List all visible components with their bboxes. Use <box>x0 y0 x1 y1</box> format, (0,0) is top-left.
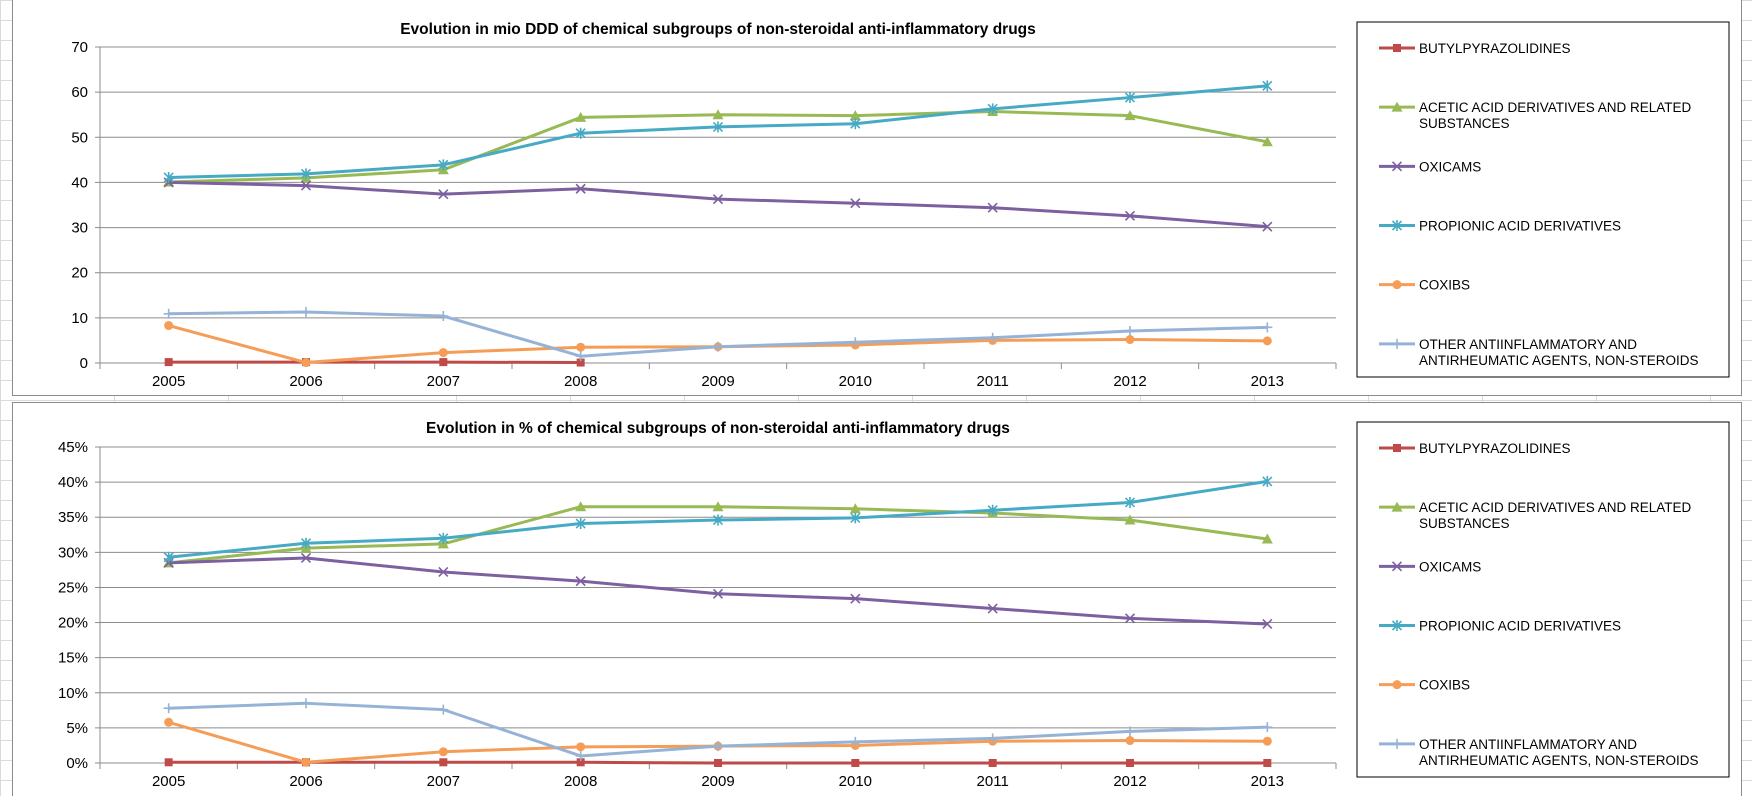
chart-title: Evolution in mio DDD of chemical subgrou… <box>400 21 1036 38</box>
legend-label: OXICAMS <box>1419 159 1481 174</box>
y-tick-label: 30 <box>71 220 88 237</box>
data-point <box>1125 326 1135 336</box>
data-point <box>164 718 173 727</box>
data-point <box>576 742 585 751</box>
legend-label: COXIBS <box>1419 278 1470 293</box>
data-point <box>1262 722 1272 732</box>
series-acetic-acid-derivatives-and-related-substances <box>163 106 1273 186</box>
legend-key-marker <box>1393 44 1401 52</box>
y-tick-label: 30% <box>58 544 88 561</box>
y-tick-label: 5% <box>66 720 88 737</box>
x-tick-label: 2006 <box>289 773 322 790</box>
y-tick-label: 50 <box>71 129 88 146</box>
series-oxicams <box>164 178 1272 231</box>
y-tick-label: 60 <box>71 84 88 101</box>
series-line <box>169 558 1268 624</box>
y-tick-label: 35% <box>58 509 88 526</box>
x-tick-label: 2008 <box>564 373 597 390</box>
x-tick-label: 2009 <box>701 773 734 790</box>
legend-key-marker <box>1393 680 1402 689</box>
data-point <box>439 747 448 756</box>
y-tick-label: 40 <box>71 174 88 191</box>
data-point <box>438 311 448 321</box>
data-point <box>1262 322 1272 332</box>
data-point <box>989 759 997 767</box>
data-point <box>164 309 174 319</box>
x-tick-label: 2010 <box>839 373 872 390</box>
data-point <box>438 705 448 715</box>
data-point <box>302 758 311 767</box>
legend-box <box>1357 422 1729 777</box>
data-point <box>576 343 585 352</box>
chart-title: Evolution in % of chemical subgroups of … <box>426 420 1010 437</box>
y-tick-label: 20% <box>58 615 88 632</box>
y-tick-label: 10% <box>58 685 88 702</box>
data-point <box>1126 759 1134 767</box>
series-other-antiinflammatory-and-antirheumatic-agents-non-steroids <box>164 698 1273 761</box>
legend-label: PROPIONIC ACID DERIVATIVES <box>1419 619 1621 634</box>
x-tick-label: 2007 <box>427 373 460 390</box>
series-acetic-acid-derivatives-and-related-substances <box>163 501 1273 567</box>
data-point <box>1263 759 1271 767</box>
series-propionic-acid-derivatives <box>164 80 1272 183</box>
data-point <box>302 358 311 367</box>
data-point <box>1126 335 1135 344</box>
data-point <box>713 741 723 751</box>
x-tick-label: 2005 <box>152 773 185 790</box>
chart-percent: Evolution in % of chemical subgroups of … <box>13 403 1743 797</box>
legend-label: PROPIONIC ACID DERIVATIVES <box>1419 219 1621 234</box>
legend-label: OXICAMS <box>1419 559 1481 574</box>
legend-key-marker <box>1393 280 1402 289</box>
y-tick-label: 0% <box>66 755 88 772</box>
x-tick-label: 2009 <box>701 373 734 390</box>
data-point <box>439 758 447 766</box>
data-point <box>165 358 173 366</box>
y-tick-label: 25% <box>58 579 88 596</box>
y-tick-label: 45% <box>58 439 88 456</box>
legend-key-marker <box>1393 444 1401 452</box>
legend-label: BUTYLPYRAZOLIDINES <box>1419 41 1571 56</box>
y-tick-label: 20 <box>71 265 88 282</box>
y-tick-label: 15% <box>58 650 88 667</box>
series-oxicams <box>164 553 1272 628</box>
x-tick-label: 2005 <box>152 373 185 390</box>
chart-panel-percent[interactable]: Evolution in % of chemical subgroups of … <box>12 402 1742 796</box>
data-point <box>1126 736 1135 745</box>
data-point <box>714 759 722 767</box>
y-tick-label: 0 <box>80 355 88 372</box>
series-other-antiinflammatory-and-antirheumatic-agents-non-steroids <box>164 307 1273 361</box>
x-tick-label: 2006 <box>289 373 322 390</box>
x-tick-label: 2012 <box>1113 773 1146 790</box>
data-point <box>301 698 311 708</box>
data-point <box>1263 336 1272 345</box>
x-tick-label: 2010 <box>839 773 872 790</box>
x-tick-label: 2012 <box>1113 373 1146 390</box>
data-point <box>164 321 173 330</box>
data-point <box>164 703 174 713</box>
chart-ddd: Evolution in mio DDD of chemical subgrou… <box>13 0 1743 396</box>
x-tick-label: 2007 <box>427 773 460 790</box>
x-tick-label: 2013 <box>1251 373 1284 390</box>
x-tick-label: 2011 <box>977 373 1009 390</box>
x-tick-label: 2011 <box>977 773 1009 790</box>
chart-panel-ddd[interactable]: Evolution in mio DDD of chemical subgrou… <box>12 0 1742 396</box>
y-tick-label: 10 <box>71 310 88 327</box>
x-tick-label: 2013 <box>1251 773 1284 790</box>
data-point <box>439 358 447 366</box>
data-point <box>165 758 173 766</box>
x-tick-label: 2008 <box>564 773 597 790</box>
legend-box <box>1357 22 1729 377</box>
data-point <box>851 759 859 767</box>
data-point <box>713 342 723 352</box>
data-point <box>301 307 311 317</box>
y-tick-label: 70 <box>71 39 88 56</box>
data-point <box>439 348 448 357</box>
legend-label: BUTYLPYRAZOLIDINES <box>1419 441 1571 456</box>
data-point <box>1263 737 1272 746</box>
legend-label: COXIBS <box>1419 678 1470 693</box>
series-line <box>169 182 1268 226</box>
y-tick-label: 40% <box>58 474 88 491</box>
